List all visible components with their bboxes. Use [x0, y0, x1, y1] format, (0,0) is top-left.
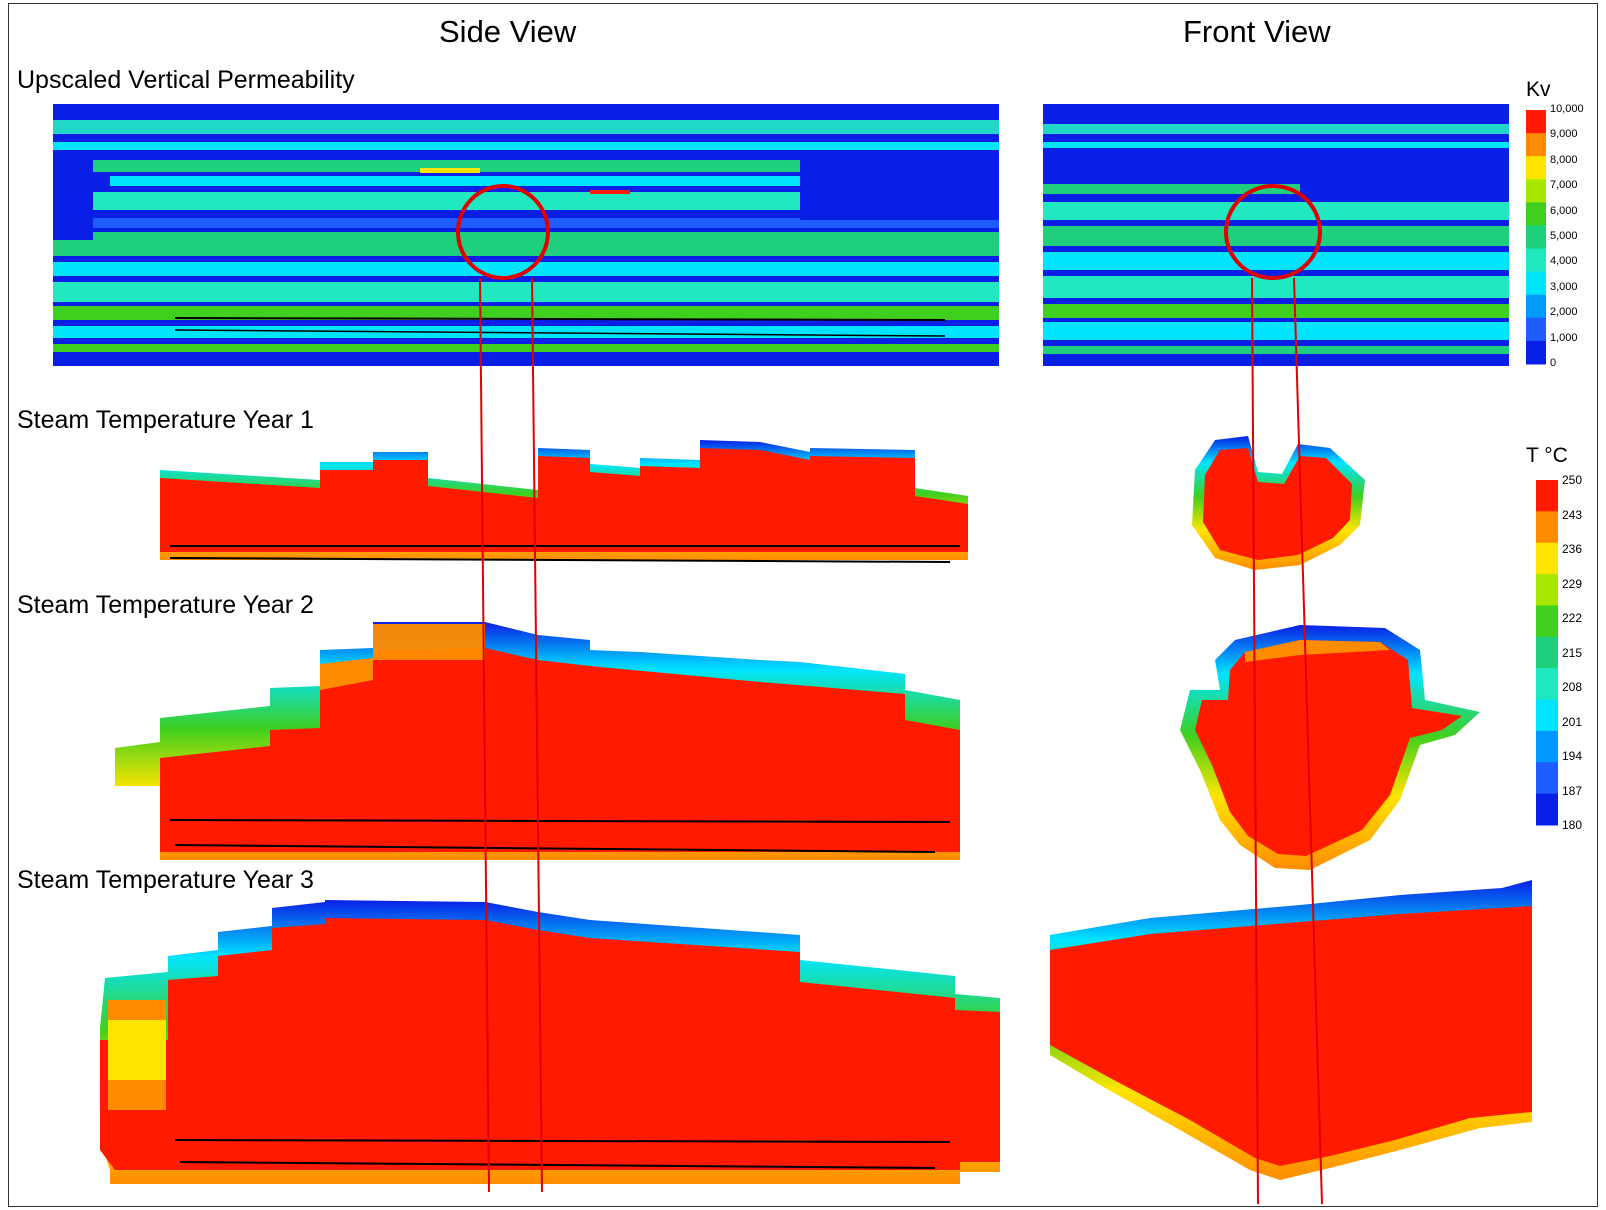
year2-front-panel — [1180, 625, 1480, 870]
kv-legend-bar — [1526, 110, 1546, 365]
legend-tick-label: 187 — [1562, 783, 1583, 798]
legend-swatch — [1526, 110, 1546, 134]
legend-swatch — [1536, 574, 1558, 606]
legend-tick-label: 229 — [1562, 576, 1583, 591]
legend-tick-label: 250 — [1562, 473, 1583, 487]
side-view-title: Side View — [439, 14, 577, 49]
permeability-front-panel — [1043, 104, 1509, 366]
legend-swatch — [1536, 636, 1558, 669]
year2-label: Steam Temperature Year 2 — [17, 591, 314, 619]
legend-tick-label: 222 — [1562, 611, 1583, 625]
legend-swatch — [1526, 202, 1546, 226]
year1-front-panel — [1192, 436, 1365, 570]
year3-label: Steam Temperature Year 3 — [17, 866, 314, 894]
legend-swatch — [1536, 699, 1558, 732]
legend-swatch — [1536, 668, 1558, 701]
legend-tick-label: 201 — [1562, 714, 1583, 729]
kv-legend-title: Kv — [1526, 78, 1551, 101]
legend-swatch — [1536, 511, 1558, 544]
legend-swatch — [1536, 480, 1558, 512]
legend-tick-label: 243 — [1562, 507, 1583, 522]
temperature-legend-title: T °C — [1526, 444, 1568, 467]
legend-tick-label: 5,000 — [1550, 230, 1578, 242]
year3-front-panel — [1050, 880, 1532, 1180]
legend-tick-label: 236 — [1562, 542, 1583, 556]
legend-tick-label: 10,000 — [1550, 103, 1584, 115]
permeability-label: Upscaled Vertical Permeability — [17, 66, 355, 94]
legend-swatch — [1526, 340, 1546, 365]
legend-swatch — [1536, 542, 1558, 575]
legend-tick-label: 180 — [1562, 818, 1583, 832]
legend-tick-label: 208 — [1562, 680, 1583, 694]
legend-swatch — [1526, 294, 1546, 319]
legend-swatch — [1536, 730, 1558, 763]
legend-swatch — [1526, 133, 1546, 157]
legend-tick-label: 215 — [1562, 645, 1583, 660]
legend-swatch — [1526, 271, 1546, 296]
year1-label: Steam Temperature Year 1 — [17, 406, 314, 434]
legend-tick-label: 2,000 — [1550, 306, 1578, 319]
legend-swatch — [1526, 225, 1546, 250]
front-view-title: Front View — [1183, 14, 1331, 49]
legend-tick-label: 194 — [1562, 749, 1583, 763]
legend-tick-label: 7,000 — [1550, 179, 1578, 192]
legend-swatch — [1536, 762, 1558, 795]
legend-tick-label: 3,000 — [1550, 280, 1578, 293]
year1-side-panel — [160, 440, 968, 563]
legend-swatch — [1526, 179, 1546, 203]
legend-tick-label: 0 — [1550, 357, 1557, 369]
year3-side-panel — [100, 900, 1000, 1184]
legend-swatch — [1526, 317, 1546, 342]
legend-tick-label: 6,000 — [1550, 204, 1578, 217]
legend-tick-label: 4,000 — [1550, 255, 1578, 268]
legend-swatch — [1536, 793, 1558, 826]
legend-swatch — [1536, 605, 1558, 638]
legend-tick-label: 8,000 — [1550, 153, 1578, 166]
legend-swatch — [1526, 156, 1546, 180]
legend-swatch — [1526, 248, 1546, 273]
temperature-legend-bar — [1536, 480, 1558, 826]
legend-tick-label: 9,000 — [1550, 128, 1578, 141]
legend-tick-label: 1,000 — [1550, 331, 1578, 344]
marker-overlay — [456, 184, 1323, 1205]
permeability-side-panel — [53, 104, 999, 366]
